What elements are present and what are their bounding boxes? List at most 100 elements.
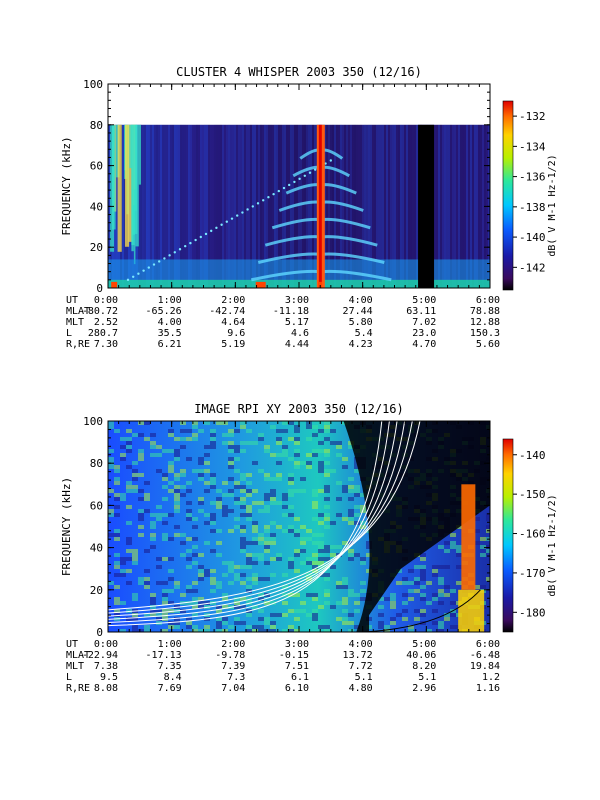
noise-cell: [348, 489, 354, 493]
noise-cell: [162, 597, 168, 601]
noise-cell: [240, 485, 246, 489]
emission-dot: [246, 208, 249, 211]
noise-cell: [246, 577, 252, 581]
noise-cell: [246, 513, 252, 517]
noise-column: [224, 124, 226, 288]
emission-streak: [128, 124, 133, 242]
noise-cell: [174, 501, 180, 505]
noise-cell: [294, 465, 300, 469]
colorbar-tick-label: -180: [519, 606, 546, 619]
noise-cell: [138, 517, 144, 521]
noise-cell: [408, 625, 414, 629]
noise-cell: [234, 565, 240, 569]
spectrogram-image: [108, 421, 490, 632]
noise-column: [312, 124, 314, 288]
noise-cell: [192, 613, 198, 617]
noise-cell: [288, 625, 294, 629]
noise-cell: [204, 521, 210, 525]
noise-cell: [294, 593, 300, 597]
noise-column: [448, 124, 450, 288]
noise-cell: [144, 569, 150, 573]
noise-column: [284, 124, 286, 288]
noise-cell: [456, 565, 462, 569]
noise-cell: [120, 457, 126, 461]
ephemeris-value: 4.44: [285, 339, 309, 350]
noise-cell: [192, 545, 198, 549]
noise-cell: [234, 481, 240, 485]
noise-column: [164, 124, 166, 288]
noise-cell: [126, 549, 132, 553]
noise-cell: [390, 617, 396, 621]
noise-cell: [258, 501, 264, 505]
noise-cell: [480, 545, 486, 549]
noise-cell: [234, 621, 240, 625]
noise-cell: [246, 557, 252, 561]
noise-cell: [252, 561, 258, 565]
noise-cell: [438, 545, 444, 549]
noise-cell: [252, 581, 258, 585]
emission-dot: [168, 254, 171, 257]
noise-cell: [258, 577, 264, 581]
noise-cell: [228, 433, 234, 437]
noise-cell: [240, 421, 246, 425]
noise-cell: [258, 469, 264, 473]
noise-cell: [198, 577, 204, 581]
noise-cell: [234, 525, 240, 529]
noise-cell: [300, 601, 306, 605]
noise-cell: [324, 525, 330, 529]
emission-dot: [303, 174, 306, 177]
noise-cell: [198, 501, 204, 505]
ephemeris-value: 2:00: [221, 639, 245, 650]
noise-cell: [348, 477, 354, 481]
noise-cell: [168, 557, 174, 561]
noise-cell: [330, 553, 336, 557]
noise-cell: [210, 481, 216, 485]
emission-dot: [329, 159, 332, 162]
ephemeris-value: 7.38: [94, 661, 118, 672]
noise-cell: [186, 457, 192, 461]
noise-cell: [228, 489, 234, 493]
noise-cell: [180, 437, 186, 441]
noise-cell: [240, 525, 246, 529]
noise-cell: [438, 581, 444, 585]
hot-spot: [111, 281, 118, 288]
noise-cell: [246, 553, 252, 557]
noise-cell: [174, 585, 180, 589]
noise-cell: [198, 497, 204, 501]
noise-cell: [126, 609, 132, 613]
noise-cell: [474, 541, 480, 545]
noise-cell: [270, 493, 276, 497]
noise-cell: [114, 505, 120, 509]
ephemeris-value: 0:00: [94, 295, 118, 306]
noise-cell: [168, 433, 174, 437]
noise-cell: [132, 625, 138, 629]
model-curve: [108, 421, 421, 611]
noise-column: [148, 124, 150, 288]
noise-cell: [288, 481, 294, 485]
noise-cell: [402, 609, 408, 613]
noise-cell: [264, 497, 270, 501]
noise-cell: [282, 429, 288, 433]
noise-cell: [336, 601, 342, 605]
noise-column: [204, 124, 206, 288]
noise-cell: [114, 561, 120, 565]
emission-dot: [173, 251, 176, 254]
noise-cell: [222, 433, 228, 437]
noise-cell: [324, 449, 330, 453]
noise-cell: [348, 541, 354, 545]
noise-cell: [432, 569, 438, 573]
noise-cell: [318, 461, 324, 465]
noise-cell: [246, 509, 252, 513]
noise-cell: [294, 429, 300, 433]
ephemeris-value: -0.15: [279, 650, 309, 661]
ephemeris-value: -80.72: [82, 306, 118, 317]
noise-cell: [312, 557, 318, 561]
noise-cell: [288, 565, 294, 569]
noise-cell: [240, 597, 246, 601]
noise-cell: [126, 481, 132, 485]
noise-cell: [138, 421, 144, 425]
noise-cell: [168, 469, 174, 473]
noise-cell: [354, 625, 360, 629]
noise-cell: [198, 597, 204, 601]
noise-column: [364, 124, 366, 288]
